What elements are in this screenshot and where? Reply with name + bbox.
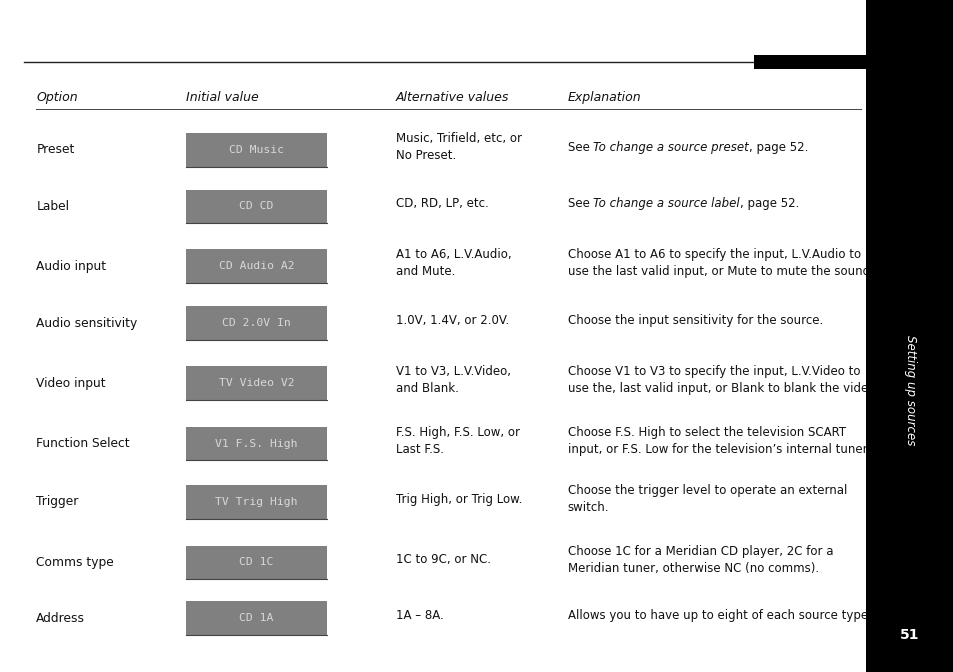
Bar: [186, 366, 327, 400]
Bar: [186, 485, 327, 519]
Text: 1A – 8A.: 1A – 8A.: [395, 609, 443, 622]
Text: Address: Address: [36, 612, 85, 625]
Text: Setting up sources: Setting up sources: [902, 335, 916, 445]
Text: TV Video V2: TV Video V2: [218, 378, 294, 388]
Text: To change a source preset: To change a source preset: [593, 140, 748, 154]
Bar: [186, 306, 327, 340]
Text: CD CD: CD CD: [239, 202, 274, 211]
Text: Music, Trifield, etc, or
No Preset.: Music, Trifield, etc, or No Preset.: [395, 132, 521, 162]
Text: CD Audio A2: CD Audio A2: [218, 261, 294, 271]
Text: Choose the input sensitivity for the source.: Choose the input sensitivity for the sou…: [567, 314, 822, 327]
Text: See: See: [567, 140, 593, 154]
Text: Choose A1 to A6 to specify the input, L.V.Audio to
use the last valid input, or : Choose A1 to A6 to specify the input, L.…: [567, 249, 873, 278]
Bar: [186, 601, 327, 635]
Text: CD, RD, LP, etc.: CD, RD, LP, etc.: [395, 197, 488, 210]
Bar: [865, 0, 953, 672]
Text: Label: Label: [36, 200, 70, 213]
Text: V1 F.S. High: V1 F.S. High: [215, 439, 297, 448]
Text: Trig High, or Trig Low.: Trig High, or Trig Low.: [395, 493, 521, 506]
Text: V1 to V3, L.V.Video,
and Blank.: V1 to V3, L.V.Video, and Blank.: [395, 366, 511, 395]
Text: Allows you to have up to eight of each source type.: Allows you to have up to eight of each s…: [567, 609, 871, 622]
Text: A1 to A6, L.V.Audio,
and Mute.: A1 to A6, L.V.Audio, and Mute.: [395, 249, 511, 278]
Text: Video input: Video input: [36, 376, 106, 390]
Text: CD 1A: CD 1A: [239, 614, 274, 623]
Bar: [186, 133, 327, 167]
Text: F.S. High, F.S. Low, or
Last F.S.: F.S. High, F.S. Low, or Last F.S.: [395, 426, 519, 456]
Text: CD Music: CD Music: [229, 145, 284, 155]
Text: Function Select: Function Select: [36, 437, 130, 450]
Text: Trigger: Trigger: [36, 495, 78, 509]
Bar: [186, 546, 327, 579]
Text: To change a source label: To change a source label: [593, 197, 740, 210]
Text: CD 2.0V In: CD 2.0V In: [222, 319, 291, 328]
Text: , page 52.: , page 52.: [748, 140, 807, 154]
Text: Choose V1 to V3 to specify the input, L.V.Video to
use the, last valid input, or: Choose V1 to V3 to specify the input, L.…: [567, 366, 878, 395]
Text: Audio input: Audio input: [36, 259, 107, 273]
Text: Choose 1C for a Meridian CD player, 2C for a
Meridian tuner, otherwise NC (no co: Choose 1C for a Meridian CD player, 2C f…: [567, 545, 832, 575]
Text: TV Trig High: TV Trig High: [215, 497, 297, 507]
Text: Choose the trigger level to operate an external
switch.: Choose the trigger level to operate an e…: [567, 485, 846, 514]
Text: Audio sensitivity: Audio sensitivity: [36, 317, 137, 330]
Text: , page 52.: , page 52.: [740, 197, 799, 210]
Text: Alternative values: Alternative values: [395, 91, 509, 104]
Text: Explanation: Explanation: [567, 91, 640, 104]
Text: Initial value: Initial value: [186, 91, 258, 104]
Text: CD 1C: CD 1C: [239, 558, 274, 567]
Bar: [186, 190, 327, 223]
Text: Choose F.S. High to select the television SCART
input, or F.S. Low for the telev: Choose F.S. High to select the televisio…: [567, 426, 869, 456]
Text: 1C to 9C, or NC.: 1C to 9C, or NC.: [395, 553, 491, 566]
Text: 51: 51: [900, 628, 919, 642]
Text: 1.0V, 1.4V, or 2.0V.: 1.0V, 1.4V, or 2.0V.: [395, 314, 509, 327]
Bar: [186, 427, 327, 460]
Text: Preset: Preset: [36, 143, 74, 157]
Text: Comms type: Comms type: [36, 556, 113, 569]
Text: Option: Option: [36, 91, 78, 104]
Text: See: See: [567, 197, 593, 210]
Bar: [186, 249, 327, 283]
Bar: [753, 55, 865, 69]
